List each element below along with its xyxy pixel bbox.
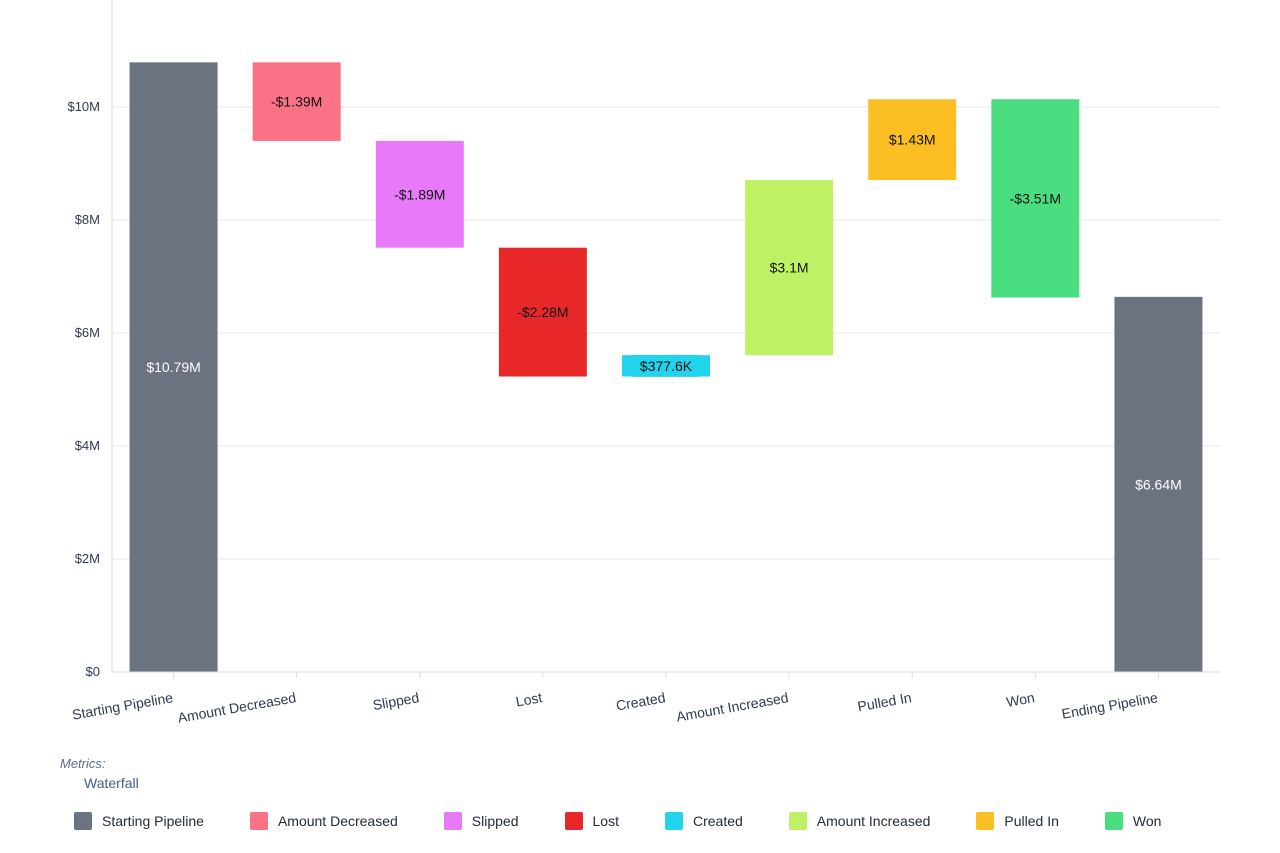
legend-items: Starting Pipeline Amount Decreased Slipped…: [74, 803, 1260, 839]
legend-swatch: [249, 812, 268, 830]
waterfall-chart: $0 $2M $4M $6M $8M $10M $10.79M -$1.39M -$1.89M…: [67, 0, 1220, 726]
x-tick-label: Created: [615, 689, 667, 713]
y-tick-label: $6M: [75, 325, 100, 340]
x-tick-label: Slipped: [372, 689, 421, 713]
legend-label: Won: [1132, 813, 1162, 829]
legend-swatch: [564, 812, 583, 830]
data-label: -$1.39M: [271, 94, 322, 110]
legend-swatch: [74, 812, 92, 830]
legend-item[interactable]: Amount Increased: [788, 803, 931, 839]
y-tick-label: $2M: [75, 551, 100, 566]
y-tick-label: $10M: [67, 99, 100, 114]
x-tick-label: Starting Pipeline: [71, 689, 174, 722]
legend-item[interactable]: Created: [664, 803, 743, 839]
legend-title: Metrics:: [60, 756, 106, 771]
data-label: -$3.51M: [1010, 190, 1061, 206]
legend-label: Starting Pipeline: [102, 813, 204, 829]
x-tick-label: Pulled In: [856, 689, 912, 714]
legend-item[interactable]: Starting Pipeline: [74, 803, 204, 839]
y-axis: $0 $2M $4M $6M $8M $10M: [67, 0, 113, 679]
legend-label: Lost: [592, 813, 619, 829]
data-label: $6.64M: [1135, 476, 1182, 492]
legend-group-label: Waterfall: [84, 775, 139, 791]
legend-item[interactable]: Amount Decreased: [249, 803, 398, 839]
data-label: -$1.89M: [394, 186, 445, 202]
legend-label: Pulled In: [1004, 813, 1059, 829]
data-label: $3.1M: [770, 260, 809, 276]
data-label: $1.43M: [889, 132, 936, 148]
y-tick-label: $4M: [75, 438, 100, 453]
bar[interactable]: [252, 62, 341, 141]
x-tick-label: Amount Increased: [675, 689, 790, 724]
legend-item[interactable]: Slipped: [443, 803, 519, 839]
legend-label: Created: [692, 813, 743, 829]
bar[interactable]: [991, 99, 1080, 298]
bar[interactable]: [375, 140, 464, 248]
legend-swatch: [664, 812, 683, 830]
legend: Metrics: Waterfall Starting Pipeline Amou…: [60, 756, 1260, 839]
legend-item[interactable]: Lost: [564, 803, 619, 839]
y-tick-label: $0: [86, 664, 100, 679]
data-label: $377.6K: [640, 358, 693, 374]
bar[interactable]: [745, 180, 834, 356]
y-tick-label: $8M: [75, 212, 100, 227]
data-label: $10.79M: [146, 359, 200, 375]
x-tick-label: Amount Decreased: [176, 689, 297, 726]
legend-swatch: [976, 812, 995, 830]
data-label: -$2.28M: [517, 304, 568, 320]
bar-series: $10.79M -$1.39M -$1.89M -$2.28M $377.6K $3.1M…: [129, 62, 1203, 673]
x-tick-label: Won: [1005, 689, 1036, 710]
legend-label: Amount Decreased: [277, 813, 398, 829]
x-tick-label: Ending Pipeline: [1060, 689, 1159, 722]
legend-item[interactable]: Pulled In: [976, 803, 1059, 839]
x-tick-label: Lost: [515, 689, 544, 709]
legend-item[interactable]: Won: [1104, 803, 1162, 839]
bar[interactable]: [129, 62, 218, 673]
legend-swatch: [1104, 812, 1123, 830]
bar[interactable]: [498, 247, 587, 377]
legend-label: Slipped: [471, 813, 519, 829]
legend-swatch: [788, 812, 807, 830]
data-label-pill: [628, 354, 704, 377]
legend-label: Amount Increased: [816, 813, 931, 829]
legend-swatch: [443, 812, 462, 830]
x-axis: Starting Pipeline Amount Decreased Slipped…: [71, 671, 1220, 726]
bar[interactable]: [868, 99, 957, 181]
bar[interactable]: [1114, 296, 1203, 672]
